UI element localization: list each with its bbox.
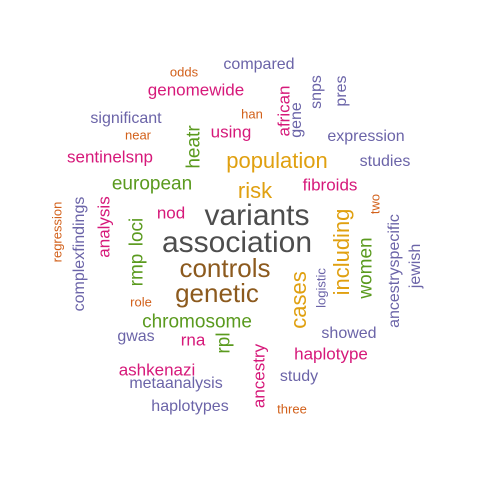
word-risk: risk [237, 178, 273, 203]
word-jewish: jewish [407, 243, 424, 289]
word-rna: rna [180, 330, 206, 350]
word-ancestryspecific: ancestryspecific [386, 214, 403, 328]
word-nod: nod [156, 203, 186, 223]
word-haplotype: haplotype [294, 344, 368, 364]
word-two: two [367, 193, 383, 215]
word-ancestry: ancestry [249, 343, 269, 409]
word-fibroids: fibroids [302, 175, 358, 195]
word-odds: odds [169, 64, 199, 80]
word-analysis: analysis [94, 196, 114, 258]
word-showed: showed [321, 325, 377, 342]
word-study: study [279, 368, 319, 385]
word-association: association [161, 226, 313, 259]
word-gene: gene [288, 102, 305, 138]
word-role: role [130, 294, 152, 310]
word-variants: variants [204, 199, 310, 232]
word-ashkenazi: ashkenazi [118, 360, 196, 380]
word-including: including [329, 208, 354, 296]
word-regression: regression [49, 201, 65, 263]
word-sentinelsnp: sentinelsnp [66, 147, 154, 167]
word-compared: compared [223, 56, 295, 73]
word-genetic: genetic [175, 278, 259, 308]
word-han: han [241, 106, 263, 122]
word-near: near [124, 127, 152, 143]
word-cases: cases [286, 271, 311, 329]
word-significant: significant [90, 110, 162, 127]
word-women: women [355, 237, 377, 299]
word-rpl: rpl [213, 332, 235, 354]
word-snps: snps [308, 75, 325, 109]
word-gwas: gwas [117, 328, 155, 345]
word-using: using [210, 122, 252, 142]
word-controls: controls [179, 253, 271, 283]
word-european: european [111, 173, 193, 195]
word-genomewide: genomewide [147, 80, 245, 100]
word-chromosome: chromosome [142, 311, 252, 333]
word-logistic: logistic [313, 268, 329, 308]
word-complexfindings: complexfindings [71, 196, 88, 312]
word-heatr: heatr [183, 125, 205, 169]
word-expression: expression [327, 128, 405, 145]
word-pres: pres [333, 75, 350, 107]
word-studies: studies [359, 153, 411, 170]
word-haplotypes: haplotypes [151, 398, 229, 415]
word-loci: loci [126, 217, 148, 247]
word-rmp: rmp [126, 253, 148, 287]
word-three: three [277, 401, 307, 417]
word-metaanalysis: metaanalysis [129, 375, 223, 392]
word-population: population [226, 148, 328, 173]
